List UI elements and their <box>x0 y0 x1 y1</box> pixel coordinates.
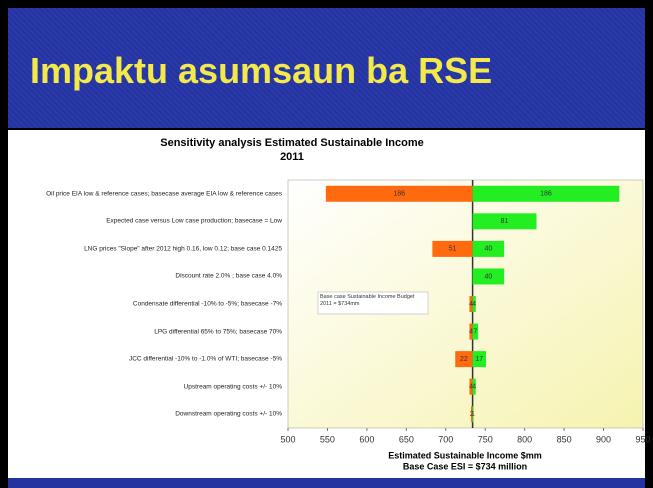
x-tick-label: 950 <box>635 434 650 444</box>
annotation: Base case Sustainable Income Budget 2011… <box>320 294 415 307</box>
annotation-box <box>317 291 429 315</box>
x-tick-label: 750 <box>478 434 493 444</box>
bar <box>472 240 505 257</box>
bar <box>469 296 473 312</box>
bar-label: 7 <box>473 328 477 335</box>
bar <box>455 351 473 368</box>
bar-label: 81 <box>501 218 509 225</box>
bar <box>325 185 473 202</box>
bar-label: 4 <box>472 301 476 308</box>
x-tick-label: 850 <box>557 434 572 444</box>
bar <box>469 323 473 340</box>
x-axis-label: Estimated Sustainable Income $mm <box>388 450 542 460</box>
bar-label: 186 <box>393 191 405 198</box>
x-tick-label: 500 <box>280 434 295 444</box>
bar <box>472 378 476 395</box>
x-tick-label: 700 <box>438 434 453 444</box>
bar-label: 51 <box>449 246 457 253</box>
chart-subtitle: 2011 <box>280 151 304 163</box>
bar <box>472 351 487 368</box>
x-axis-label-2: Base Case ESI = $734 million <box>403 461 527 471</box>
category-label: LNG prices "Slope" after 2012 high 0.16,… <box>84 245 282 253</box>
category-label: Downstream operating costs +/- 10% <box>175 410 282 418</box>
bar-label: 40 <box>484 246 492 253</box>
x-tick-label: 600 <box>359 434 374 444</box>
bar-label: 4 <box>469 301 473 308</box>
category-label: Condensate differential -10% to -5%; bas… <box>132 300 282 308</box>
bar-label: 1 <box>471 411 475 418</box>
bar <box>469 378 473 395</box>
category-label: LPG differential 65% to 75%; basecase 70… <box>154 327 282 335</box>
x-tick-label: 800 <box>517 434 532 444</box>
slide-title: Impaktu asumsaun ba RSE <box>30 50 493 91</box>
bar <box>472 323 479 340</box>
bar-label: 40 <box>484 273 492 280</box>
bar <box>432 240 473 257</box>
footer-strip <box>8 478 645 488</box>
bar <box>471 406 473 423</box>
category-label: Upstream operating costs +/- 10% <box>183 382 282 390</box>
category-label: Discount rate 2.0% ; base case 4.0% <box>175 272 282 280</box>
bar <box>472 268 505 285</box>
bar-label: 2 <box>470 411 474 418</box>
chart-title: Sensitivity analysis Estimated Sustainab… <box>160 137 424 149</box>
x-tick-label: 550 <box>320 434 335 444</box>
bar-label: 4 <box>469 384 473 391</box>
bar-label: 22 <box>460 356 468 363</box>
category-label: Expected case versus Low case production… <box>106 217 282 225</box>
bar-label: 4 <box>469 328 473 335</box>
annotation-text: Base case Sustainable Income Budget 2011… <box>320 294 415 307</box>
category-label: JCC differential -10% to -1.0% of WTI; b… <box>128 355 282 363</box>
bar <box>472 213 537 230</box>
bar <box>472 406 474 423</box>
bar-label: 186 <box>540 191 552 198</box>
bar-label: 17 <box>475 356 483 363</box>
x-tick-label: 650 <box>399 434 414 444</box>
bar-label: 4 <box>472 384 476 391</box>
bar <box>472 296 476 312</box>
bar <box>472 185 620 202</box>
x-tick-label: 900 <box>596 434 611 444</box>
header: Impaktu asumsaun ba RSE <box>8 8 645 128</box>
category-label: Oil price EIA low & reference cases; bas… <box>46 190 282 198</box>
